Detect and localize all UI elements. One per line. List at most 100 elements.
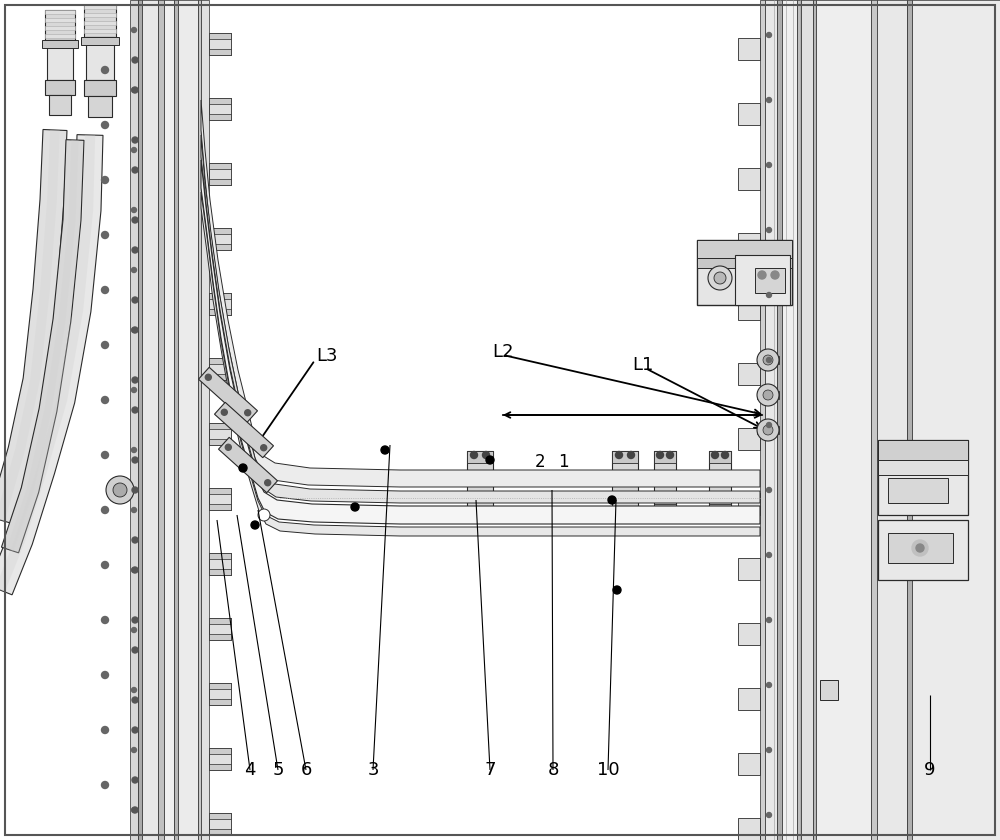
Bar	[209, 228, 231, 234]
Bar	[209, 49, 231, 55]
Circle shape	[132, 617, 138, 623]
Circle shape	[251, 521, 259, 529]
PathPatch shape	[7, 140, 79, 551]
Circle shape	[106, 476, 134, 504]
Bar	[47, 40, 73, 80]
Circle shape	[714, 272, 726, 284]
Circle shape	[758, 271, 766, 279]
PathPatch shape	[0, 129, 67, 523]
PathPatch shape	[0, 134, 103, 595]
Bar	[209, 179, 231, 185]
Bar	[612, 509, 638, 521]
Bar	[878, 460, 968, 475]
Bar	[209, 683, 231, 705]
Circle shape	[113, 483, 127, 497]
Bar	[888, 478, 948, 503]
Circle shape	[132, 487, 138, 493]
Bar	[209, 683, 231, 689]
Circle shape	[767, 228, 772, 233]
Circle shape	[102, 122, 109, 129]
Circle shape	[132, 568, 137, 573]
Bar	[697, 240, 792, 258]
Circle shape	[102, 727, 109, 733]
Bar	[198, 367, 258, 423]
Bar	[209, 699, 231, 705]
Circle shape	[628, 452, 635, 459]
Bar	[738, 688, 760, 710]
Bar	[209, 358, 231, 380]
Circle shape	[258, 509, 270, 521]
Bar	[738, 103, 760, 125]
Circle shape	[132, 807, 137, 812]
Circle shape	[767, 748, 772, 753]
Bar	[813, 0, 816, 840]
PathPatch shape	[1, 139, 84, 553]
Circle shape	[351, 503, 359, 511]
Circle shape	[132, 448, 137, 453]
Bar	[209, 244, 231, 250]
Circle shape	[225, 444, 231, 450]
Circle shape	[767, 358, 772, 363]
Circle shape	[132, 687, 137, 692]
Bar	[612, 451, 638, 463]
Circle shape	[132, 297, 138, 303]
Bar	[84, 21, 116, 25]
Circle shape	[102, 342, 109, 349]
Circle shape	[132, 407, 138, 413]
Circle shape	[102, 781, 109, 789]
Bar	[209, 293, 231, 315]
Circle shape	[132, 627, 137, 633]
Bar	[738, 298, 760, 320]
Bar	[84, 29, 116, 33]
Bar	[45, 10, 75, 40]
Circle shape	[666, 452, 674, 459]
Circle shape	[767, 682, 772, 687]
Circle shape	[239, 464, 247, 472]
PathPatch shape	[201, 160, 760, 524]
Bar	[209, 553, 231, 575]
Circle shape	[757, 349, 779, 371]
Bar	[158, 0, 164, 840]
Bar	[209, 293, 231, 299]
Bar	[209, 748, 231, 754]
Text: 8: 8	[547, 761, 559, 779]
Bar	[88, 96, 112, 117]
Circle shape	[102, 561, 109, 569]
Bar	[755, 268, 785, 293]
Bar	[738, 38, 760, 60]
Circle shape	[767, 97, 772, 102]
Bar	[209, 618, 231, 624]
Bar	[738, 168, 760, 190]
Text: 7: 7	[484, 761, 496, 779]
Bar	[878, 440, 968, 515]
Bar	[467, 451, 493, 521]
Bar	[738, 753, 760, 775]
Bar	[907, 0, 912, 840]
Circle shape	[132, 328, 137, 333]
Bar	[757, 426, 779, 434]
Bar	[709, 504, 731, 516]
Circle shape	[767, 292, 772, 297]
Bar	[209, 33, 231, 55]
Bar	[209, 98, 231, 120]
Bar	[45, 26, 75, 30]
Bar	[42, 40, 78, 48]
Circle shape	[132, 57, 138, 63]
Bar	[209, 228, 231, 250]
Bar	[709, 451, 731, 516]
Circle shape	[656, 452, 664, 459]
Circle shape	[616, 452, 622, 459]
Circle shape	[132, 537, 138, 543]
Bar	[877, 0, 907, 840]
Bar	[735, 255, 790, 305]
Bar	[738, 818, 760, 840]
Bar	[209, 423, 231, 429]
Bar	[214, 402, 274, 458]
PathPatch shape	[0, 135, 95, 592]
Circle shape	[767, 553, 772, 558]
Bar	[201, 0, 209, 840]
Bar	[209, 114, 231, 120]
Circle shape	[132, 327, 138, 333]
Circle shape	[763, 355, 773, 365]
Bar	[757, 391, 779, 399]
